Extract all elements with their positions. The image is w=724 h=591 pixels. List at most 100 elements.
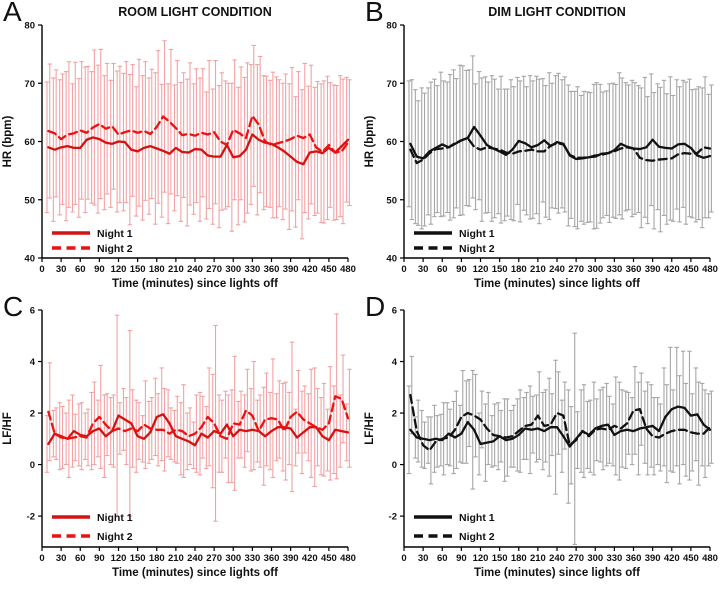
svg-text:420: 420 <box>664 553 680 564</box>
svg-text:420: 420 <box>302 553 318 564</box>
x-axis-label: Time (minutes) since lights off <box>112 278 278 290</box>
panel-c-label: C <box>3 291 24 322</box>
svg-text:240: 240 <box>187 553 203 564</box>
svg-text:270: 270 <box>568 553 584 564</box>
panel-d-chart: 0 30 60 90 120 150 180 210 240 270 300 330 360 390 420… <box>364 306 718 580</box>
svg-text:60: 60 <box>75 264 86 275</box>
svg-text:360: 360 <box>626 264 642 275</box>
svg-text:210: 210 <box>530 553 546 564</box>
panel-a-label: A <box>3 0 22 27</box>
svg-text:0: 0 <box>39 553 44 564</box>
svg-text:60: 60 <box>437 264 448 275</box>
y-tick-labels: 40 50 60 70 80 <box>24 21 35 265</box>
svg-text:330: 330 <box>606 553 622 564</box>
svg-text:450: 450 <box>683 264 699 275</box>
svg-text:480: 480 <box>340 264 356 275</box>
svg-text:60: 60 <box>24 137 35 148</box>
night-2-line <box>47 395 350 440</box>
x-axis-label: Time (minutes) since lights off <box>474 278 640 290</box>
chart-title: ROOM LIGHT CONDITION <box>118 5 271 19</box>
svg-text:0: 0 <box>39 264 44 275</box>
svg-text:0: 0 <box>392 460 397 471</box>
svg-text:30: 30 <box>418 553 429 564</box>
x-axis-label: Time (minutes) since lights off <box>474 567 640 579</box>
night-1-line <box>409 405 712 448</box>
svg-text:300: 300 <box>225 553 241 564</box>
svg-text:60: 60 <box>437 553 448 564</box>
tick-marks <box>38 309 349 551</box>
x-tick-labels: 0 30 60 90 120 150 180 210 240 270 300 330 360 390 420… <box>39 553 356 564</box>
svg-text:300: 300 <box>225 264 241 275</box>
panel-c: C 0 30 60 90 120 150 180 210 240 270 300 330 360 390 4… <box>0 291 362 591</box>
svg-text:210: 210 <box>168 264 184 275</box>
legend-label: Night 2 <box>97 243 133 255</box>
svg-text:0: 0 <box>401 264 406 275</box>
svg-text:270: 270 <box>568 264 584 275</box>
svg-text:40: 40 <box>24 254 35 265</box>
legend-label: Night 2 <box>459 531 495 543</box>
svg-text:300: 300 <box>587 264 603 275</box>
svg-text:0: 0 <box>401 553 406 564</box>
y-axis-label: HR (bpm) <box>2 115 14 167</box>
svg-text:450: 450 <box>683 553 699 564</box>
y-axis-label: LF/HF <box>2 412 14 445</box>
panel-a: A 0 30 60 90 120 150 180 210 240 270 300 330 360 390 4… <box>0 0 362 295</box>
legend-label: Night 2 <box>459 243 495 255</box>
night-1-line <box>47 133 350 166</box>
svg-text:240: 240 <box>549 553 565 564</box>
svg-text:180: 180 <box>511 553 527 564</box>
legend-item-night-1: Night 1 <box>52 512 133 524</box>
svg-text:30: 30 <box>56 553 67 564</box>
panel-d: D 0 30 60 90 120 150 180 210 240 270 300 330 360 390 4… <box>362 291 724 591</box>
svg-text:270: 270 <box>206 553 222 564</box>
panel-d-label: D <box>365 291 386 322</box>
svg-text:60: 60 <box>75 553 86 564</box>
svg-text:150: 150 <box>492 553 508 564</box>
night-1-line <box>47 413 350 447</box>
svg-text:330: 330 <box>244 553 260 564</box>
x-tick-labels: 0 30 60 90 120 150 180 210 240 270 300 330 360 390 420… <box>401 264 718 275</box>
svg-text:2: 2 <box>30 409 35 420</box>
svg-text:50: 50 <box>24 195 35 206</box>
svg-text:390: 390 <box>645 264 661 275</box>
svg-text:480: 480 <box>702 553 718 564</box>
svg-text:270: 270 <box>206 264 222 275</box>
svg-text:150: 150 <box>130 264 146 275</box>
svg-text:70: 70 <box>24 79 35 90</box>
svg-text:0: 0 <box>30 460 35 471</box>
chart-title: DIM LIGHT CONDITION <box>488 5 626 19</box>
y-axis-label: LF/HF <box>364 412 376 445</box>
legend-item-night-2: Night 2 <box>52 243 133 255</box>
x-axis-label: Time (minutes) since lights off <box>112 567 278 579</box>
legend-item-night-1: Night 1 <box>414 512 495 524</box>
svg-text:90: 90 <box>456 264 467 275</box>
svg-text:450: 450 <box>321 264 337 275</box>
svg-text:180: 180 <box>149 553 165 564</box>
svg-text:40: 40 <box>386 254 397 265</box>
svg-text:60: 60 <box>386 137 397 148</box>
svg-text:360: 360 <box>626 553 642 564</box>
svg-text:120: 120 <box>473 264 489 275</box>
svg-text:120: 120 <box>473 553 489 564</box>
svg-text:120: 120 <box>111 264 127 275</box>
legend-label: Night 1 <box>459 512 495 524</box>
svg-text:480: 480 <box>340 553 356 564</box>
svg-text:480: 480 <box>702 264 718 275</box>
svg-text:330: 330 <box>606 264 622 275</box>
panel-c-chart: 0 30 60 90 120 150 180 210 240 270 300 330 360 390 420… <box>2 306 356 580</box>
y-tick-labels: -2 0 2 4 6 <box>389 306 398 523</box>
svg-text:120: 120 <box>111 553 127 564</box>
svg-text:390: 390 <box>283 553 299 564</box>
svg-text:180: 180 <box>511 264 527 275</box>
tick-marks <box>400 24 711 262</box>
legend-label: Night 1 <box>97 512 133 524</box>
panel-b: B 0 30 60 90 120 150 180 210 240 270 300 330 360 390 4… <box>362 0 724 295</box>
y-axis-label: HR (bpm) <box>364 115 376 167</box>
svg-text:90: 90 <box>94 553 105 564</box>
svg-text:30: 30 <box>56 264 67 275</box>
svg-text:90: 90 <box>456 553 467 564</box>
svg-text:30: 30 <box>418 264 429 275</box>
svg-text:210: 210 <box>168 553 184 564</box>
svg-text:300: 300 <box>587 553 603 564</box>
